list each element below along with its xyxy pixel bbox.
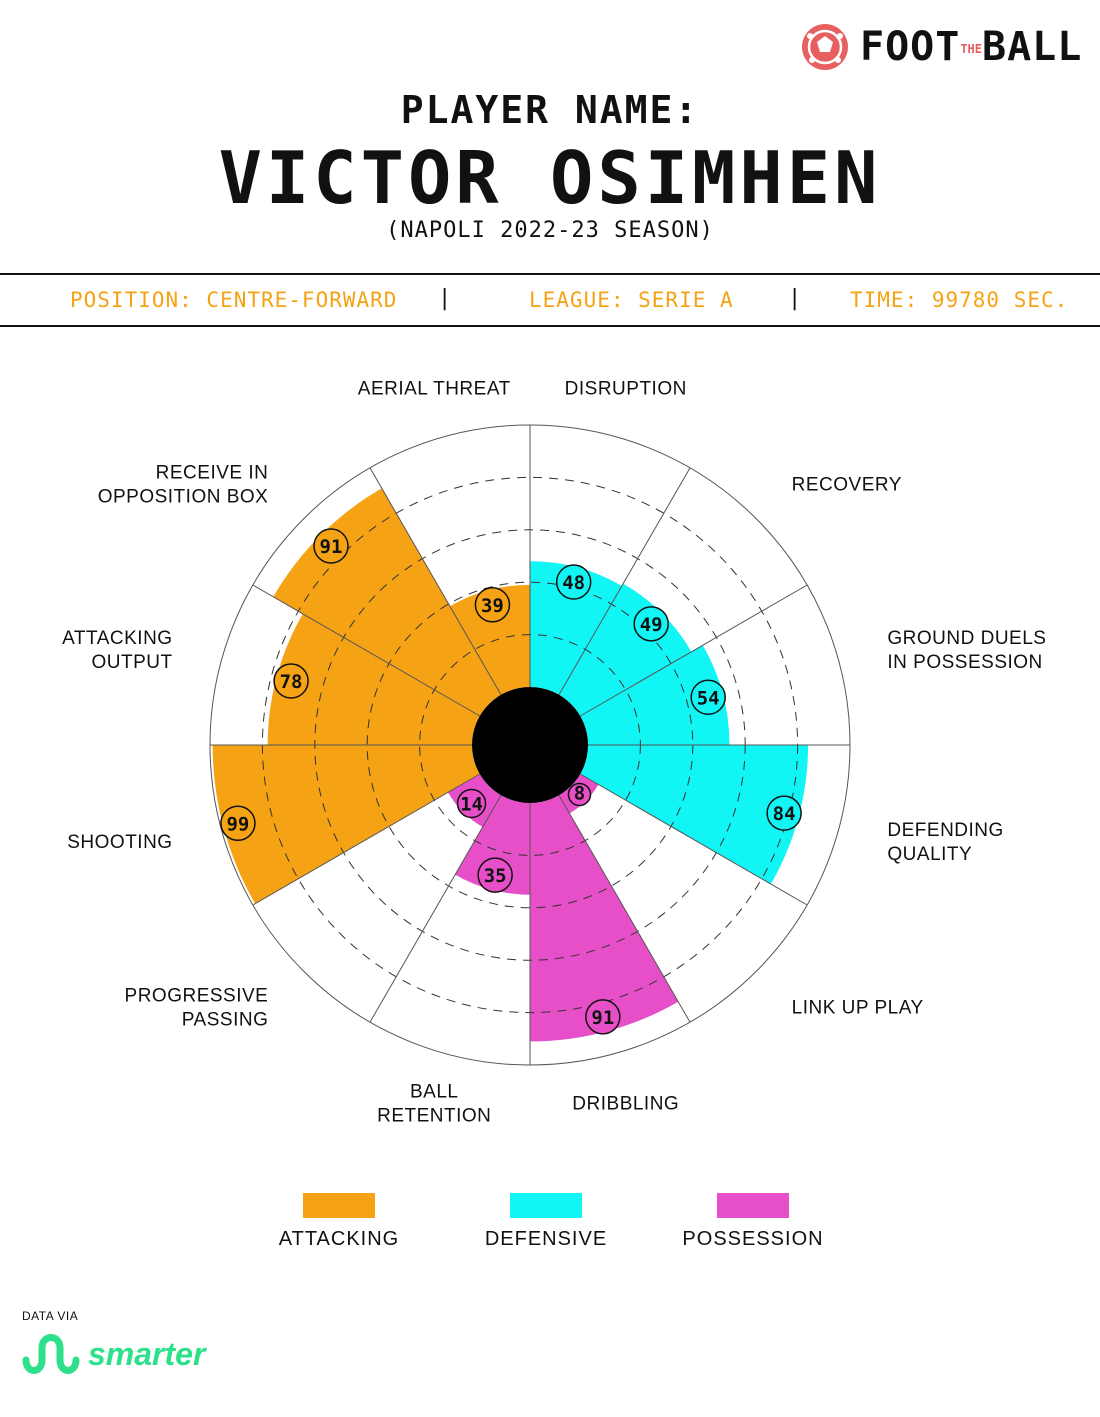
category-label: DISRUPTION xyxy=(565,379,687,400)
category-label-line: OPPOSITION BOX xyxy=(98,486,269,507)
brand-name-left: FOOT xyxy=(860,24,961,70)
category-label: PROGRESSIVE PASSING xyxy=(125,986,269,1031)
category-label: DEFENDING QUALITY xyxy=(887,820,1003,865)
category-label-line: RETENTION xyxy=(377,1105,491,1126)
data-source: smarter xyxy=(20,1330,205,1378)
spoke xyxy=(558,467,691,696)
value-label: 14 xyxy=(460,793,483,815)
value-badge xyxy=(766,795,802,831)
info-bar: POSITION: CENTRE-FORWARD | LEAGUE: SERIE… xyxy=(0,273,1100,327)
smarter-logo-icon xyxy=(22,1334,80,1374)
legend-label-attacking: ATTACKING xyxy=(278,1228,400,1250)
category-label-line: GROUND DUELS xyxy=(887,628,1046,649)
category-label: AERIAL THREAT xyxy=(358,379,511,400)
value-label: 8 xyxy=(574,782,585,804)
brand-logo: FOOTTHEBALL xyxy=(800,18,1090,76)
spoke xyxy=(579,773,808,906)
value-badge xyxy=(633,606,669,642)
value-label: 78 xyxy=(280,671,303,693)
value-label: 91 xyxy=(591,1007,614,1029)
data-source-name: smarter xyxy=(88,1335,206,1372)
bar-dribbling xyxy=(530,795,679,1042)
category-label: DRIBBLING xyxy=(572,1093,679,1114)
bar-ground-duels-in-possession xyxy=(580,645,730,745)
category-label: SHOOTING xyxy=(67,832,172,853)
data-via-label: DATA VIA xyxy=(22,1309,79,1323)
football-icon xyxy=(802,24,848,70)
category-label-line: PROGRESSIVE xyxy=(125,986,269,1007)
category-label-line: OUTPUT xyxy=(91,652,172,673)
spoke xyxy=(252,773,481,906)
spoke xyxy=(579,584,808,717)
brand-name-mid: THE xyxy=(960,42,983,56)
center-hole xyxy=(472,687,588,803)
spoke xyxy=(369,467,502,696)
bar-disruption xyxy=(530,561,622,695)
brand-name-right: BALL xyxy=(982,24,1083,70)
category-label-line: RECOVERY xyxy=(792,474,902,495)
category-label-line: DEFENDING xyxy=(887,820,1003,841)
category-label-line: AERIAL THREAT xyxy=(358,379,511,400)
category-label-line: QUALITY xyxy=(887,844,972,865)
value-label: 54 xyxy=(697,687,720,709)
brand-name: FOOTTHEBALL xyxy=(860,24,1082,70)
value-label: 35 xyxy=(484,865,507,887)
value-label: 39 xyxy=(481,595,504,617)
legend-swatch-defensive xyxy=(510,1193,582,1218)
radial-bar-chart: 48 49 54 84 8 91 35 14 99 78 91 39 DISRUPTION RECOVER… xyxy=(62,379,1046,1127)
category-label: LINK UP PLAY xyxy=(792,998,924,1019)
value-badge xyxy=(567,782,592,807)
spoke xyxy=(558,794,691,1023)
position-info: POSITION: CENTRE-FORWARD xyxy=(70,288,398,312)
category-label-line: SHOOTING xyxy=(67,832,172,853)
value-badge xyxy=(477,857,513,893)
value-label: 48 xyxy=(562,572,585,594)
legend-label-possession: POSSESSION xyxy=(682,1228,824,1250)
category-label-line: PASSING xyxy=(182,1010,269,1031)
legend-swatch-possession xyxy=(717,1193,789,1218)
spoke xyxy=(252,584,481,717)
category-label-line: DRIBBLING xyxy=(572,1093,679,1114)
value-badge xyxy=(456,788,487,819)
category-label: BALL RETENTION xyxy=(377,1081,491,1126)
value-badge xyxy=(220,805,256,842)
category-label: GROUND DUELS IN POSSESSION xyxy=(887,628,1046,673)
info-separator: | xyxy=(438,286,452,311)
category-label-line: DISRUPTION xyxy=(565,379,687,400)
player-name-label: PLAYER NAME: xyxy=(400,88,700,132)
value-label: 84 xyxy=(773,803,796,825)
bar-attacking-output xyxy=(267,613,480,745)
value-label: 99 xyxy=(226,813,249,835)
category-label: ATTACKING OUTPUT xyxy=(62,628,172,673)
value-badge xyxy=(690,679,726,716)
legend-label-defensive: DEFENSIVE xyxy=(484,1228,608,1250)
value-badge xyxy=(585,999,621,1035)
value-badge xyxy=(474,587,511,623)
player-name: VICTOR OSIMHEN xyxy=(218,136,882,220)
category-label: RECOVERY xyxy=(792,474,902,495)
value-badge xyxy=(273,663,309,699)
player-season: (NAPOLI 2022-23 SEASON) xyxy=(386,218,714,243)
value-badge xyxy=(313,528,349,564)
info-separator: | xyxy=(788,286,802,311)
league-info: LEAGUE: SERIE A xyxy=(529,288,734,312)
spoke xyxy=(369,794,502,1023)
category-label: RECEIVE IN OPPOSITION BOX xyxy=(98,462,269,507)
value-label: 91 xyxy=(320,536,343,558)
category-label-line: ATTACKING xyxy=(62,628,172,649)
category-label-line: LINK UP PLAY xyxy=(792,998,924,1019)
value-label: 49 xyxy=(640,614,663,636)
legend-swatch-attacking xyxy=(303,1193,375,1218)
bar-aerial-threat xyxy=(449,584,530,695)
time-info: TIME: 99780 SEC. xyxy=(850,288,1069,312)
category-label-line: BALL xyxy=(410,1081,458,1102)
bar-shooting xyxy=(212,745,480,904)
category-label-line: RECEIVE IN xyxy=(156,462,269,483)
bar-defending-quality xyxy=(580,745,809,885)
category-label-line: IN POSSESSION xyxy=(887,652,1042,673)
value-badge xyxy=(555,564,592,600)
